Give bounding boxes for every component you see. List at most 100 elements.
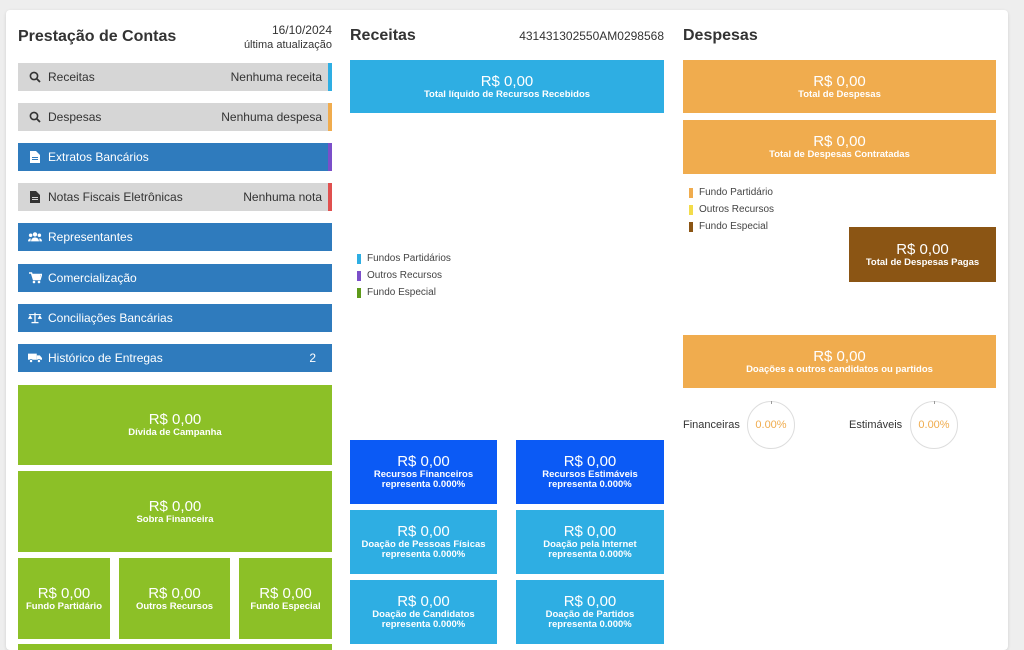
legend-swatch [689,221,693,232]
gauge-tick [934,401,935,404]
menu-historico-entregas[interactable]: Histórico de Entregas 2 [18,344,332,372]
menu-conciliacoes-bancarias[interactable]: Conciliações Bancárias [18,304,332,332]
menu-extratos-bancarios[interactable]: Extratos Bancários [18,143,332,171]
legend-label: Fundos Partidários [367,253,451,264]
receipt-icon [28,190,42,204]
tile-despesas-pagas: R$ 0,00 Total de Despesas Pagas [849,227,996,282]
menu-receitas[interactable]: Receitas Nenhuma receita [18,63,332,91]
legend-label: Fundo Partidário [699,187,773,198]
despesas-legend: Fundo Partidário Outros Recursos Fundo E… [689,184,774,235]
gauge-financeiras: 0.00% [747,401,795,449]
menu-representantes[interactable]: Representantes [18,223,332,251]
tile-percent: representa 0.000% [548,619,632,630]
tile-label: Fundo Partidário [26,600,102,612]
tile-label: Doação de Partidos [545,609,635,620]
tile-label: Total líquido de Recursos Recebidos [423,88,591,100]
receitas-code: 431431302550AM0298568 [519,29,664,43]
menu-despesas[interactable]: Despesas Nenhuma despesa [18,103,332,131]
tile-fundo-especial: R$ 0,00 Fundo Especial [239,558,332,639]
tile-label: Fundo Especial [250,600,321,612]
tile-divida-campanha: R$ 0,00 Dívida de Campanha [18,385,332,465]
users-icon [28,230,42,244]
tile-value: R$ 0,00 [813,347,866,365]
menu-status: Nenhuma receita [230,70,322,84]
tile-recursos-financeiros: R$ 0,00 Recursos Financeiros representa … [350,440,497,504]
tile-doacao-candidatos: R$ 0,00 Doação de Candidatos representa … [350,580,497,644]
menu-label: Extratos Bancários [48,150,149,164]
tile-percent: representa 0.000% [548,479,632,490]
legend-item: Fundos Partidários [357,250,451,267]
legend-swatch [357,253,361,264]
gauge-value: 0.00% [755,419,787,431]
document-icon [28,150,42,164]
gauge-label-estimaveis: Estimáveis [849,419,903,431]
tile-doacoes-outros: R$ 0,00 Doações a outros candidatos ou p… [683,335,996,388]
tile-despesas-contratadas: R$ 0,00 Total de Despesas Contratadas [683,120,996,174]
tile-total-receitas: R$ 0,00 Total líquido de Recursos Recebi… [350,60,664,113]
prestacao-title: Prestação de Contas [18,28,177,45]
status-strip [328,183,332,211]
legend-item: Fundo Partidário [689,184,774,201]
receitas-legend: Fundos Partidários Outros Recursos Fundo… [357,250,451,301]
menu-label: Notas Fiscais Eletrônicas [48,190,183,204]
tile-recursos-estimaveis: R$ 0,00 Recursos Estimáveis representa 0… [516,440,664,504]
tile-fundo-partidario: R$ 0,00 Fundo Partidário [18,558,110,639]
menu-label: Histórico de Entregas [48,351,163,365]
menu-comercializacao[interactable]: Comercialização [18,264,332,292]
gauge-tick [771,401,772,404]
truck-icon [28,351,42,365]
tile-total-despesas: R$ 0,00 Total de Despesas [683,60,996,113]
legend-item: Fundo Especial [357,284,451,301]
tile-label: Total de Despesas Pagas [865,256,980,268]
menu-label: Receitas [48,70,95,84]
last-update-date: 16/10/2024 [271,23,332,37]
tile-label: Total de Despesas [798,88,881,100]
legend-item: Outros Recursos [357,267,451,284]
delivery-count-badge: 2 [309,351,316,365]
last-update-label: última atualização [243,39,332,51]
tile-label: Dívida de Campanha [128,427,222,438]
tile-value: R$ 0,00 [397,523,450,540]
gauge-value: 0.00% [918,419,950,431]
menu-label: Despesas [48,110,102,124]
menu-label: Comercialização [48,271,137,285]
menu-notas-fiscais[interactable]: Notas Fiscais Eletrônicas Nenhuma nota [18,183,332,211]
menu-label: Representantes [48,230,133,244]
search-icon [28,110,42,124]
despesas-title: Despesas [683,27,758,44]
legend-label: Outros Recursos [699,204,775,215]
scale-icon [28,311,42,325]
tile-value: R$ 0,00 [563,453,617,470]
search-icon [28,70,42,84]
tile-value: R$ 0,00 [563,593,617,610]
receitas-title: Receitas [350,27,416,44]
gauge-label-financeiras: Financeiras [683,419,740,431]
tile-outros-recursos: R$ 0,00 Outros Recursos [119,558,230,639]
tile-percent: representa 0.000% [381,549,466,560]
tile-value: R$ 0,00 [813,72,866,90]
tile-label: Outros Recursos [135,600,214,612]
legend-item: Outros Recursos [689,201,774,218]
legend-swatch [357,270,361,281]
tile-sobra-financeira: R$ 0,00 Sobra Financeira [18,471,332,552]
tile-doacao-partidos: R$ 0,00 Doação de Partidos representa 0.… [516,580,664,644]
tile-label: Total de Despesas Contratadas [769,149,910,160]
tile-percent: representa 0.000% [381,479,466,490]
gauge-estimaveis: 0.00% [910,401,958,449]
tile-value: R$ 0,00 [397,453,450,470]
tile-label: Sobra Financeira [136,513,214,525]
tile-value: R$ 0,00 [896,240,949,258]
legend-label: Outros Recursos [367,270,443,281]
tile-label: Doação pela Internet [543,539,637,550]
tile-value: R$ 0,00 [480,72,534,90]
legend-swatch [357,287,361,298]
tile-value: R$ 0,00 [397,593,450,610]
legend-swatch [689,204,693,215]
tile-partial [18,644,332,650]
tile-value: R$ 0,00 [259,584,312,602]
tile-label: Recursos Estimáveis [542,469,638,480]
tile-value: R$ 0,00 [148,584,201,602]
main-card: Prestação de Contas 16/10/2024 última at… [6,10,1008,650]
tile-percent: representa 0.000% [381,619,466,630]
legend-label: Fundo Especial [699,221,768,232]
